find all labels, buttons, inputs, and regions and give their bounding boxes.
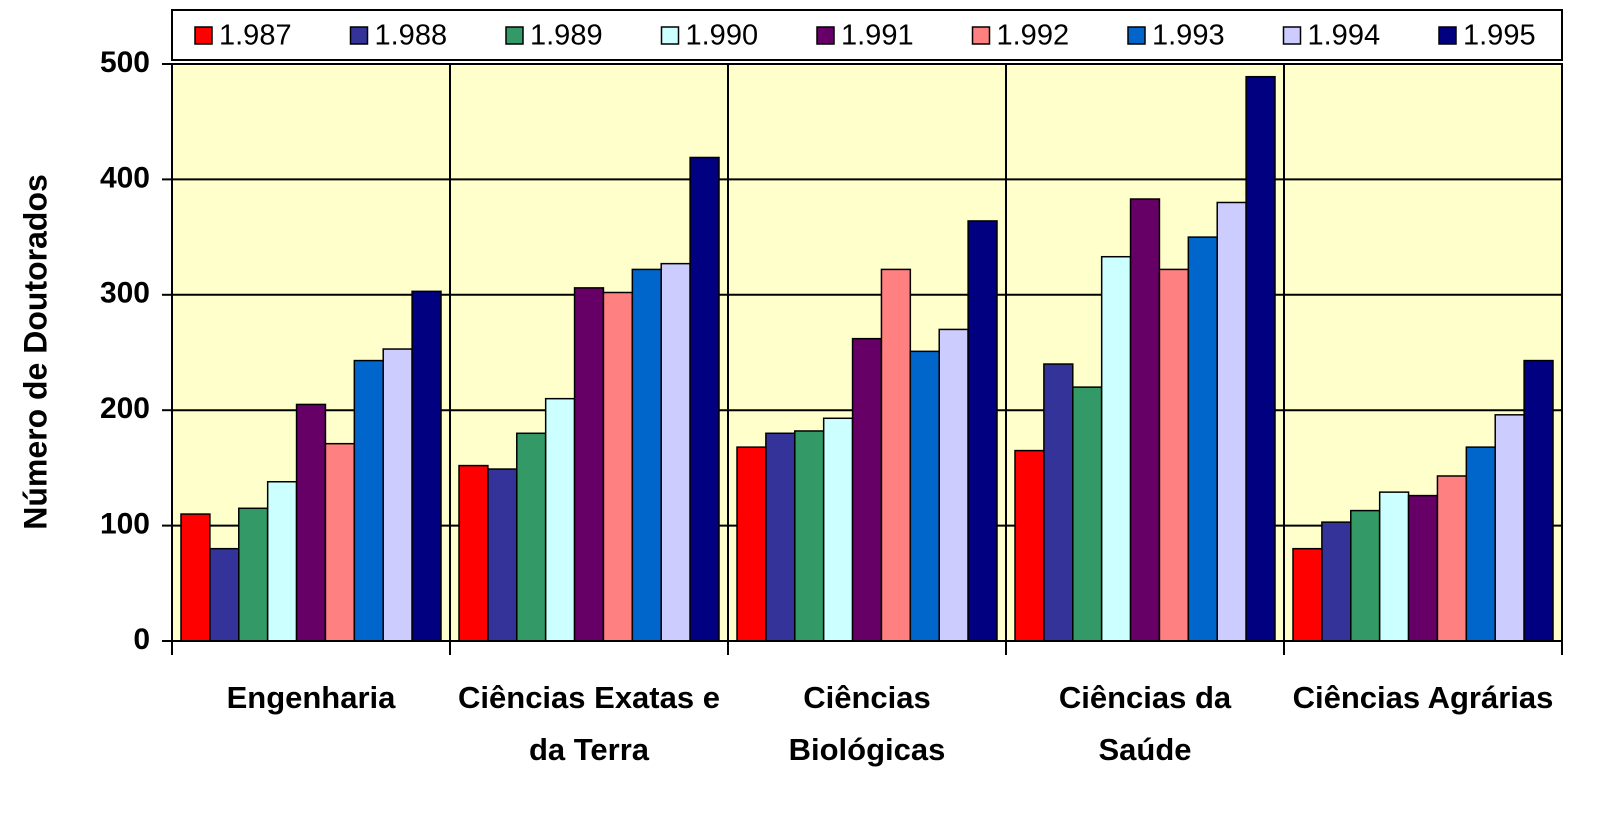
bar bbox=[851, 337, 883, 642]
legend-swatch bbox=[971, 26, 991, 45]
bar bbox=[967, 220, 998, 642]
bar bbox=[382, 348, 413, 642]
legend bbox=[171, 9, 1563, 61]
bar bbox=[1014, 449, 1045, 642]
bar bbox=[295, 403, 327, 642]
y-tick-label: 400 bbox=[100, 161, 150, 194]
legend-swatch bbox=[1127, 26, 1146, 45]
bar bbox=[1436, 475, 1468, 642]
legend-swatch bbox=[505, 26, 524, 45]
legend-label: 1.991 bbox=[841, 20, 914, 52]
x-tick-label: Ciências Agrárias bbox=[1292, 680, 1554, 715]
bar bbox=[689, 156, 720, 642]
bar bbox=[909, 350, 940, 642]
legend-label: 1.995 bbox=[1463, 20, 1536, 52]
bar bbox=[180, 513, 211, 642]
bar bbox=[1129, 198, 1161, 642]
y-axis-title: Número de Doutorados bbox=[17, 174, 53, 530]
legend-label: 1.993 bbox=[1152, 20, 1225, 52]
bar bbox=[1245, 75, 1276, 642]
bar bbox=[487, 468, 518, 642]
bar bbox=[1043, 363, 1074, 642]
legend-label: 1.994 bbox=[1308, 20, 1381, 52]
bar bbox=[1187, 236, 1218, 642]
legend-swatch bbox=[1282, 26, 1302, 45]
bar bbox=[1465, 446, 1496, 642]
y-tick-label: 0 bbox=[133, 623, 150, 656]
x-tick-label: Ciências Exatas e da Terra bbox=[458, 680, 720, 767]
legend-label: 1.987 bbox=[219, 20, 292, 52]
bar bbox=[573, 287, 605, 642]
bar bbox=[1158, 268, 1190, 642]
bar bbox=[631, 268, 662, 642]
plot-border bbox=[171, 63, 1563, 642]
bar bbox=[324, 442, 356, 642]
bar bbox=[660, 262, 691, 642]
bar bbox=[938, 328, 969, 642]
x-tick-label: Ciências Biológicas bbox=[788, 680, 946, 767]
bar bbox=[794, 430, 825, 642]
bar bbox=[353, 359, 384, 642]
legend-swatch bbox=[194, 26, 213, 45]
legend-swatch bbox=[1438, 26, 1457, 45]
bar bbox=[1378, 491, 1410, 642]
bar bbox=[1292, 547, 1323, 642]
legend-label: 1.990 bbox=[686, 20, 759, 52]
bar bbox=[1072, 386, 1103, 642]
bar bbox=[544, 397, 576, 642]
bar bbox=[1523, 359, 1554, 642]
y-tick-label: 200 bbox=[100, 392, 150, 425]
bar bbox=[1494, 414, 1525, 642]
x-tick-label: Engenharia bbox=[226, 680, 396, 715]
bar bbox=[411, 290, 442, 642]
bar bbox=[458, 464, 489, 642]
bar bbox=[516, 432, 547, 642]
bar bbox=[602, 291, 634, 642]
bar bbox=[1350, 509, 1381, 642]
bar bbox=[736, 446, 767, 642]
legend-label: 1.992 bbox=[997, 20, 1070, 52]
bar bbox=[1321, 521, 1352, 642]
bar bbox=[822, 417, 854, 642]
bar bbox=[1100, 255, 1132, 642]
bar bbox=[880, 268, 912, 642]
bar bbox=[1216, 201, 1247, 642]
y-tick-label: 500 bbox=[100, 46, 150, 79]
y-tick-label: 100 bbox=[100, 508, 150, 541]
bar bbox=[266, 480, 298, 642]
x-tick-label: Ciências da Saúde bbox=[1058, 680, 1232, 767]
legend-swatch bbox=[660, 26, 680, 45]
legend-label: 1.989 bbox=[530, 20, 603, 52]
legend-label: 1.988 bbox=[375, 20, 448, 52]
legend-swatch bbox=[816, 26, 835, 45]
bar bbox=[1407, 494, 1439, 642]
bar bbox=[238, 507, 269, 642]
y-tick-label: 300 bbox=[100, 277, 150, 310]
bar bbox=[765, 432, 796, 642]
legend-swatch bbox=[349, 26, 369, 45]
bar bbox=[209, 547, 240, 642]
